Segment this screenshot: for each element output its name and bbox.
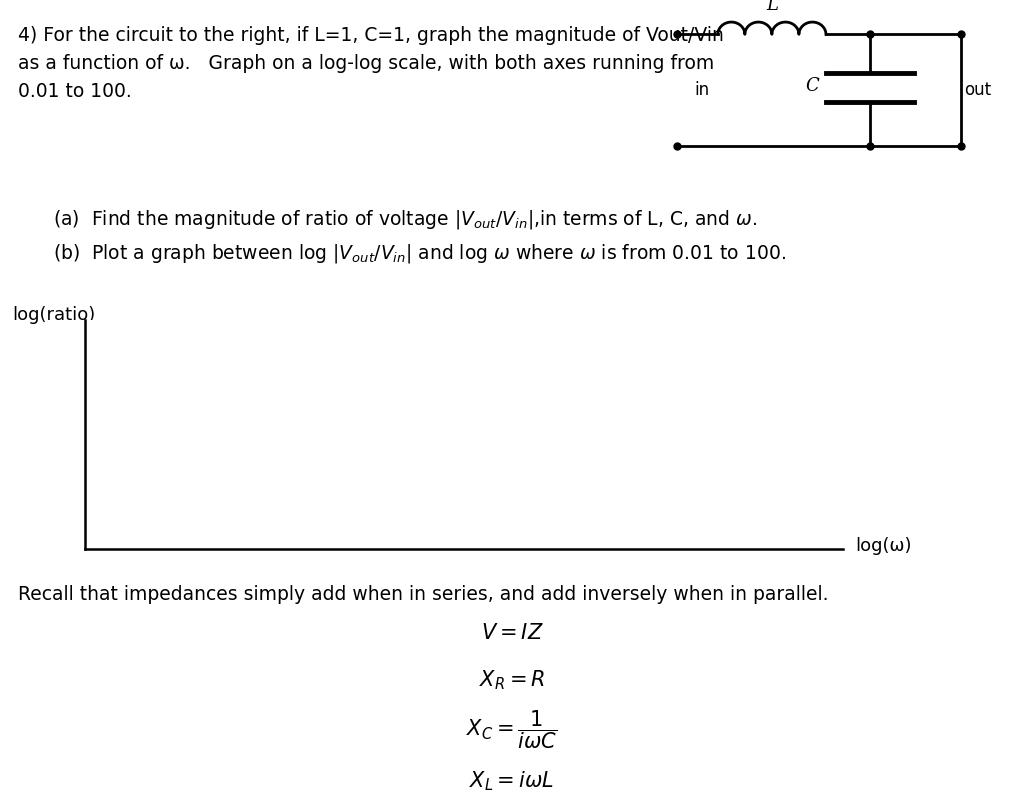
Text: L: L bbox=[766, 0, 778, 14]
Text: 4) For the circuit to the right, if L=1, C=1, graph the magnitude of Vout/Vin: 4) For the circuit to the right, if L=1,… bbox=[18, 26, 724, 45]
Text: in: in bbox=[694, 81, 710, 99]
Text: (b)  Plot a graph between log $|V_{out}/V_{in}|$ and log $\omega$ where $\omega$: (b) Plot a graph between log $|V_{out}/V… bbox=[53, 242, 786, 265]
Text: out: out bbox=[965, 81, 991, 99]
Text: log(ratio): log(ratio) bbox=[12, 306, 95, 324]
Text: $X_C = \dfrac{1}{i\omega C}$: $X_C = \dfrac{1}{i\omega C}$ bbox=[466, 709, 558, 751]
Text: log(ω): log(ω) bbox=[855, 537, 911, 555]
Text: as a function of ω.   Graph on a log-log scale, with both axes running from: as a function of ω. Graph on a log-log s… bbox=[18, 54, 715, 73]
Point bbox=[669, 139, 685, 152]
Text: $V = IZ$: $V = IZ$ bbox=[480, 623, 544, 643]
Text: $X_L = i\omega L$: $X_L = i\omega L$ bbox=[469, 769, 555, 792]
Text: Recall that impedances simply add when in series, and add inversely when in para: Recall that impedances simply add when i… bbox=[18, 585, 829, 604]
Text: 0.01 to 100.: 0.01 to 100. bbox=[18, 82, 132, 101]
Point bbox=[953, 28, 970, 41]
Point bbox=[669, 28, 685, 41]
Point bbox=[862, 28, 879, 41]
Point bbox=[953, 139, 970, 152]
Text: $X_R = R$: $X_R = R$ bbox=[479, 669, 545, 692]
Point bbox=[862, 139, 879, 152]
Text: C: C bbox=[806, 77, 819, 95]
Text: (a)  Find the magnitude of ratio of voltage $|V_{out}/V_{in}|$,in terms of L, C,: (a) Find the magnitude of ratio of volta… bbox=[53, 208, 758, 231]
